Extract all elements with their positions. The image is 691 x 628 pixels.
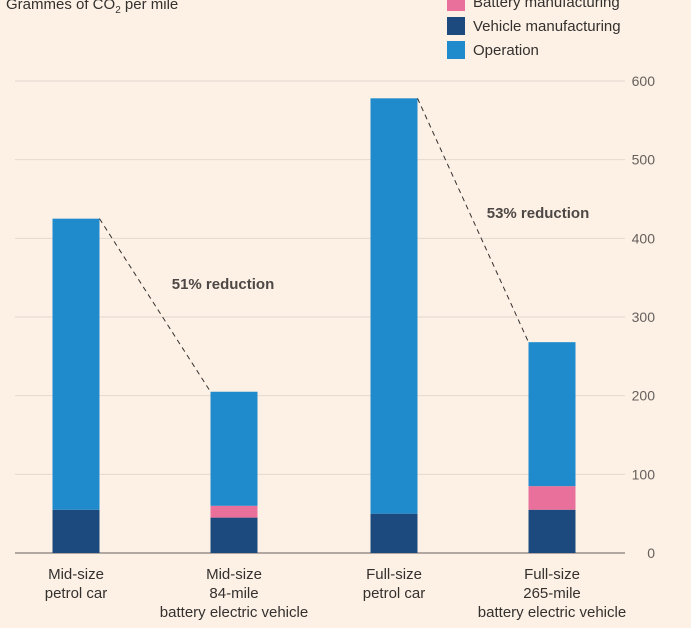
y-tick-label-600: 600 xyxy=(632,73,656,89)
legend-label-battery: Battery manufacturing xyxy=(473,0,620,11)
legend: Battery manufacturing Vehicle manufactur… xyxy=(447,0,621,62)
y-tick-label-100: 100 xyxy=(632,466,656,482)
x-tick-label-0-1: petrol car xyxy=(45,585,108,602)
legend-label-operation: Operation xyxy=(473,41,539,59)
bar-0-vehicle-manufacturing xyxy=(52,509,100,553)
y-axis-title: Grammes of CO2 per mile xyxy=(6,0,179,16)
annotation-connector-0 xyxy=(99,218,211,393)
legend-swatch-vehicle xyxy=(447,17,465,35)
y-tick-label-400: 400 xyxy=(632,230,656,246)
bar-2-operation xyxy=(370,98,418,514)
x-tick-label-3-2: battery electric vehicle xyxy=(478,604,626,621)
bar-1-operation xyxy=(210,391,258,506)
legend-swatch-battery xyxy=(447,0,465,11)
y-tick-label-300: 300 xyxy=(632,309,656,325)
x-tick-label-1-1: 84-mile xyxy=(209,585,258,602)
x-tick-label-1-0: Mid-size xyxy=(206,566,262,583)
legend-label-vehicle: Vehicle manufacturing xyxy=(473,17,621,35)
x-tick-label-2-0: Full-size xyxy=(366,566,422,583)
annotation-label-1: 53% reduction xyxy=(487,205,590,222)
bar-1-vehicle-manufacturing xyxy=(210,517,258,553)
x-tick-label-0-0: Mid-size xyxy=(48,566,104,583)
x-tick-label-1-2: battery electric vehicle xyxy=(160,604,308,621)
bar-2-vehicle-manufacturing xyxy=(370,513,418,553)
legend-item-vehicle: Vehicle manufacturing xyxy=(447,14,621,38)
y-tick-label-0: 0 xyxy=(647,545,655,561)
bar-3-operation xyxy=(528,342,576,487)
bar-3-vehicle-manufacturing xyxy=(528,509,576,553)
bar-1-battery-manufacturing xyxy=(210,505,258,518)
legend-item-battery: Battery manufacturing xyxy=(447,0,621,14)
y-tick-label-200: 200 xyxy=(632,388,656,404)
annotation-label-0: 51% reduction xyxy=(172,276,275,293)
y-tick-label-500: 500 xyxy=(632,152,656,168)
x-tick-label-2-1: petrol car xyxy=(363,585,426,602)
x-tick-label-3-0: Full-size xyxy=(524,566,580,583)
legend-item-operation: Operation xyxy=(447,38,621,62)
bar-0-operation xyxy=(52,218,100,510)
legend-swatch-operation xyxy=(447,41,465,59)
bar-3-battery-manufacturing xyxy=(528,486,576,510)
x-tick-label-3-1: 265-mile xyxy=(523,585,581,602)
